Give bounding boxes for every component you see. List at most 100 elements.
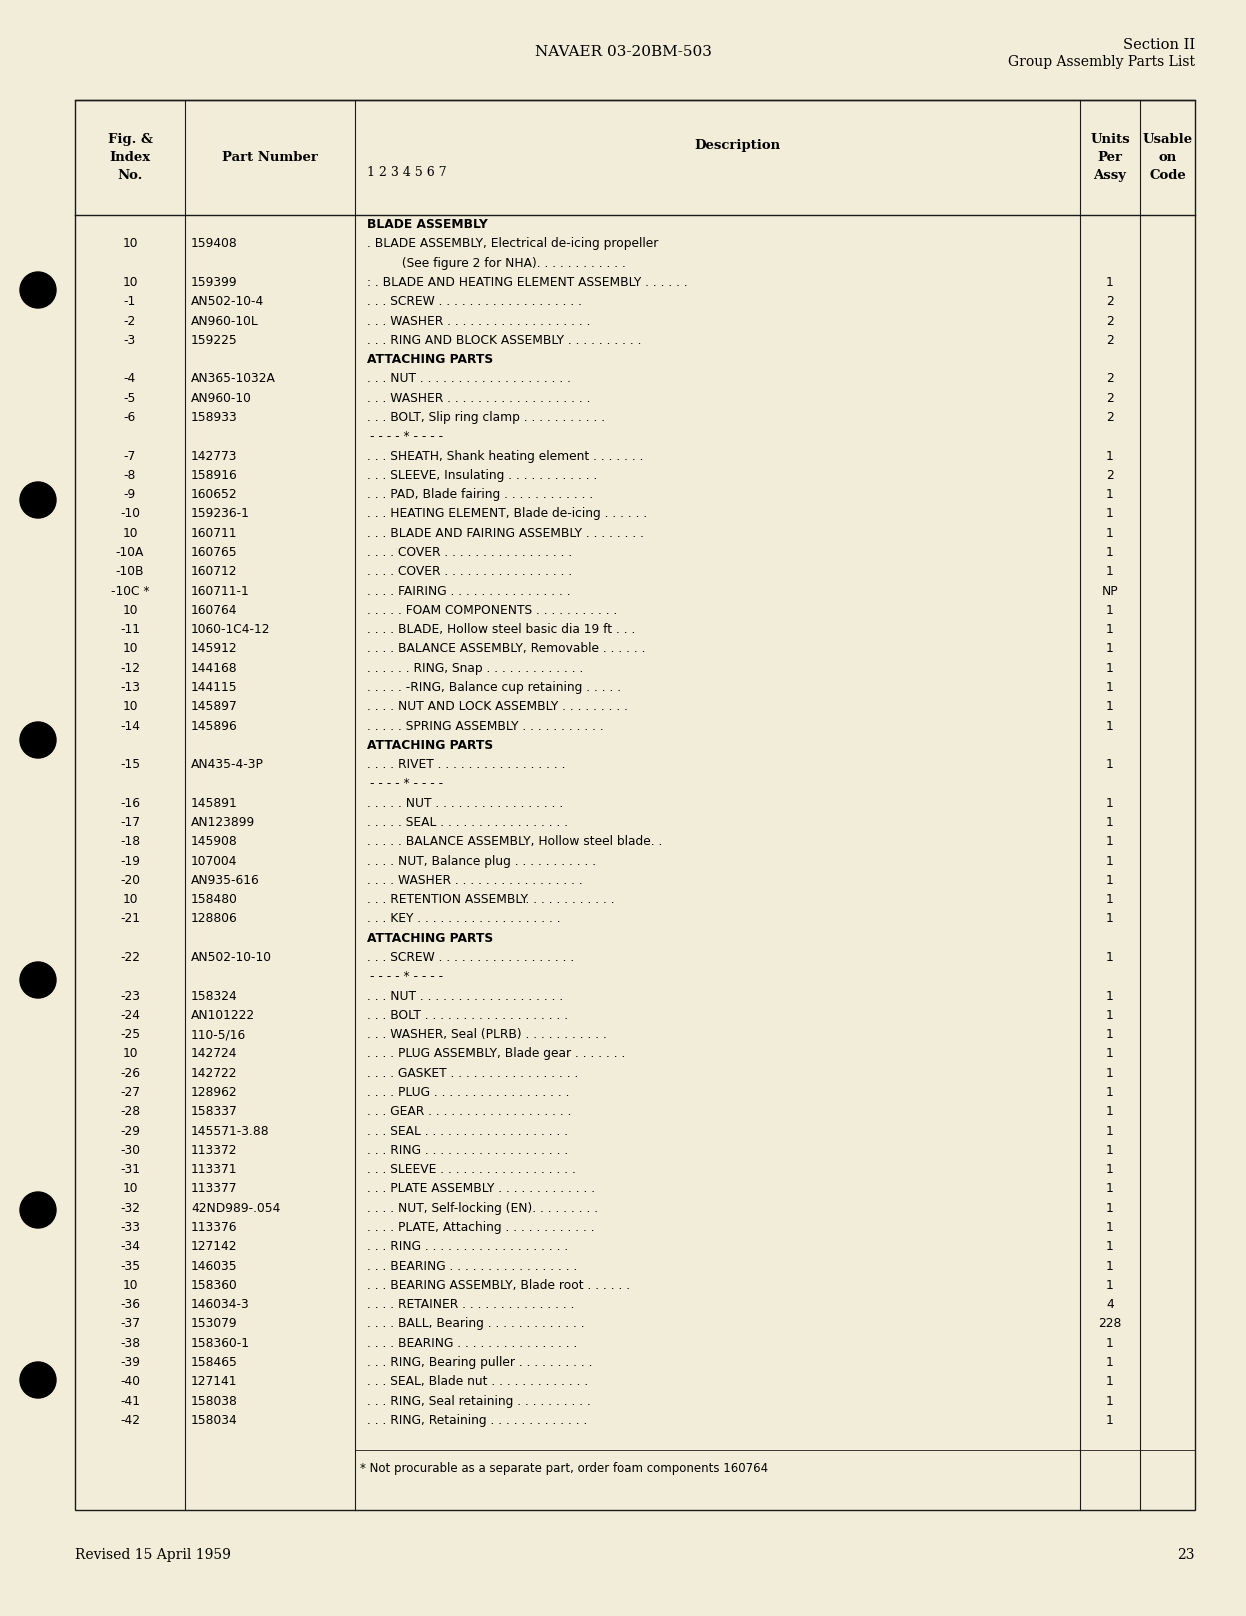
Text: * Not procurable as a separate part, order foam components 160764: * Not procurable as a separate part, ord… [360, 1462, 768, 1475]
Text: 10: 10 [122, 276, 138, 289]
Text: . . . . NUT AND LOCK ASSEMBLY . . . . . . . . .: . . . . NUT AND LOCK ASSEMBLY . . . . . … [368, 700, 628, 713]
Text: Description: Description [694, 139, 780, 152]
Text: 1: 1 [1106, 894, 1114, 907]
Text: ATTACHING PARTS: ATTACHING PARTS [368, 739, 493, 751]
Text: . . . KEY . . . . . . . . . . . . . . . . . . .: . . . KEY . . . . . . . . . . . . . . . … [368, 913, 561, 926]
Text: . . . . PLUG . . . . . . . . . . . . . . . . . .: . . . . PLUG . . . . . . . . . . . . . .… [368, 1086, 569, 1099]
Text: 1: 1 [1106, 816, 1114, 829]
Text: 10: 10 [122, 700, 138, 713]
Text: 145912: 145912 [191, 643, 238, 656]
Text: . . . SEAL, Blade nut . . . . . . . . . . . . .: . . . SEAL, Blade nut . . . . . . . . . … [368, 1375, 588, 1388]
Text: . . . PAD, Blade fairing . . . . . . . . . . . .: . . . PAD, Blade fairing . . . . . . . .… [368, 488, 593, 501]
Text: -33: -33 [120, 1222, 140, 1235]
Text: -40: -40 [120, 1375, 140, 1388]
Circle shape [20, 1362, 56, 1398]
Text: . . . SLEEVE, Insulating . . . . . . . . . . . .: . . . SLEEVE, Insulating . . . . . . . .… [368, 469, 597, 482]
Text: 2: 2 [1106, 391, 1114, 404]
Text: 1: 1 [1106, 1414, 1114, 1427]
Text: 1: 1 [1106, 874, 1114, 887]
Text: . . . RING, Retaining . . . . . . . . . . . . .: . . . RING, Retaining . . . . . . . . . … [368, 1414, 587, 1427]
Text: AN960-10L: AN960-10L [191, 315, 259, 328]
Text: 146034-3: 146034-3 [191, 1298, 249, 1311]
Text: . . . SCREW . . . . . . . . . . . . . . . . . .: . . . SCREW . . . . . . . . . . . . . . … [368, 950, 574, 965]
Text: -39: -39 [120, 1356, 140, 1369]
Text: 1: 1 [1106, 1008, 1114, 1021]
Text: 145908: 145908 [191, 835, 238, 848]
Text: - - - - * - - - -: - - - - * - - - - [370, 970, 444, 983]
Text: -31: -31 [120, 1164, 140, 1176]
Text: 1: 1 [1106, 488, 1114, 501]
Text: -25: -25 [120, 1028, 140, 1041]
Text: 1: 1 [1106, 276, 1114, 289]
Text: 158324: 158324 [191, 989, 238, 1002]
Text: -6: -6 [123, 410, 136, 423]
Text: Group Assembly Parts List: Group Assembly Parts List [1008, 55, 1195, 69]
Circle shape [20, 962, 56, 999]
Text: . . . RING AND BLOCK ASSEMBLY . . . . . . . . . .: . . . RING AND BLOCK ASSEMBLY . . . . . … [368, 335, 642, 347]
Text: -18: -18 [120, 835, 140, 848]
Text: . . . . FAIRING . . . . . . . . . . . . . . . .: . . . . FAIRING . . . . . . . . . . . . … [368, 585, 571, 598]
Text: 1: 1 [1106, 835, 1114, 848]
Text: -13: -13 [120, 680, 140, 693]
Text: 10: 10 [122, 238, 138, 250]
Text: Fig. &
Index
No.: Fig. & Index No. [107, 133, 152, 183]
Text: . . . . GASKET . . . . . . . . . . . . . . . . .: . . . . GASKET . . . . . . . . . . . . .… [368, 1067, 578, 1079]
Text: 228: 228 [1098, 1317, 1121, 1330]
Text: -12: -12 [120, 661, 140, 675]
Text: 159408: 159408 [191, 238, 238, 250]
Text: -34: -34 [120, 1241, 140, 1254]
Text: -14: -14 [120, 719, 140, 732]
Text: 1: 1 [1106, 643, 1114, 656]
Text: 2: 2 [1106, 335, 1114, 347]
Text: 2: 2 [1106, 410, 1114, 423]
Text: 1: 1 [1106, 1395, 1114, 1408]
Text: -32: -32 [120, 1202, 140, 1215]
Text: 1: 1 [1106, 1375, 1114, 1388]
Text: . . . . PLATE, Attaching . . . . . . . . . . . .: . . . . PLATE, Attaching . . . . . . . .… [368, 1222, 594, 1235]
Text: . . . RING, Seal retaining . . . . . . . . . .: . . . RING, Seal retaining . . . . . . .… [368, 1395, 591, 1408]
Text: . . . SHEATH, Shank heating element . . . . . . .: . . . SHEATH, Shank heating element . . … [368, 449, 643, 462]
Text: 144115: 144115 [191, 680, 238, 693]
Text: -24: -24 [120, 1008, 140, 1021]
Text: . . . . PLUG ASSEMBLY, Blade gear . . . . . . .: . . . . PLUG ASSEMBLY, Blade gear . . . … [368, 1047, 625, 1060]
Text: 158933: 158933 [191, 410, 238, 423]
Text: -41: -41 [120, 1395, 140, 1408]
Text: . . . . COVER . . . . . . . . . . . . . . . . .: . . . . COVER . . . . . . . . . . . . . … [368, 546, 572, 559]
Text: 1: 1 [1106, 1086, 1114, 1099]
Text: -10C *: -10C * [111, 585, 150, 598]
Text: . . . . BALL, Bearing . . . . . . . . . . . . .: . . . . BALL, Bearing . . . . . . . . . … [368, 1317, 584, 1330]
Text: . . . . . SEAL . . . . . . . . . . . . . . . . .: . . . . . SEAL . . . . . . . . . . . . .… [368, 816, 568, 829]
Text: 127141: 127141 [191, 1375, 238, 1388]
Text: AN435-4-3P: AN435-4-3P [191, 758, 264, 771]
Text: -2: -2 [123, 315, 136, 328]
Text: 128806: 128806 [191, 913, 238, 926]
Text: -10: -10 [120, 507, 140, 520]
Text: 145891: 145891 [191, 797, 238, 810]
Text: -17: -17 [120, 816, 140, 829]
Text: 1: 1 [1106, 758, 1114, 771]
Text: 160712: 160712 [191, 566, 238, 579]
Text: -9: -9 [123, 488, 136, 501]
Text: . . . . RIVET . . . . . . . . . . . . . . . . .: . . . . RIVET . . . . . . . . . . . . . … [368, 758, 566, 771]
Text: 1: 1 [1106, 1241, 1114, 1254]
Text: 1: 1 [1106, 546, 1114, 559]
Text: (See figure 2 for NHA). . . . . . . . . . . .: (See figure 2 for NHA). . . . . . . . . … [368, 257, 625, 270]
Text: 1: 1 [1106, 507, 1114, 520]
Text: 159399: 159399 [191, 276, 238, 289]
Text: . . . . BEARING . . . . . . . . . . . . . . . .: . . . . BEARING . . . . . . . . . . . . … [368, 1336, 577, 1349]
Text: -7: -7 [123, 449, 136, 462]
Text: Usable
on
Code: Usable on Code [1143, 133, 1192, 183]
Text: -38: -38 [120, 1336, 140, 1349]
Text: 144168: 144168 [191, 661, 238, 675]
Text: Units
Per
Assy: Units Per Assy [1090, 133, 1130, 183]
Text: 158360: 158360 [191, 1278, 238, 1291]
Text: 10: 10 [122, 643, 138, 656]
Text: 10: 10 [122, 1183, 138, 1196]
Text: -42: -42 [120, 1414, 140, 1427]
Text: AN101222: AN101222 [191, 1008, 255, 1021]
Text: 1: 1 [1106, 950, 1114, 965]
Text: 107004: 107004 [191, 855, 238, 868]
Text: . . . . NUT, Balance plug . . . . . . . . . . .: . . . . NUT, Balance plug . . . . . . . … [368, 855, 596, 868]
Text: 159225: 159225 [191, 335, 238, 347]
Text: 2: 2 [1106, 296, 1114, 309]
